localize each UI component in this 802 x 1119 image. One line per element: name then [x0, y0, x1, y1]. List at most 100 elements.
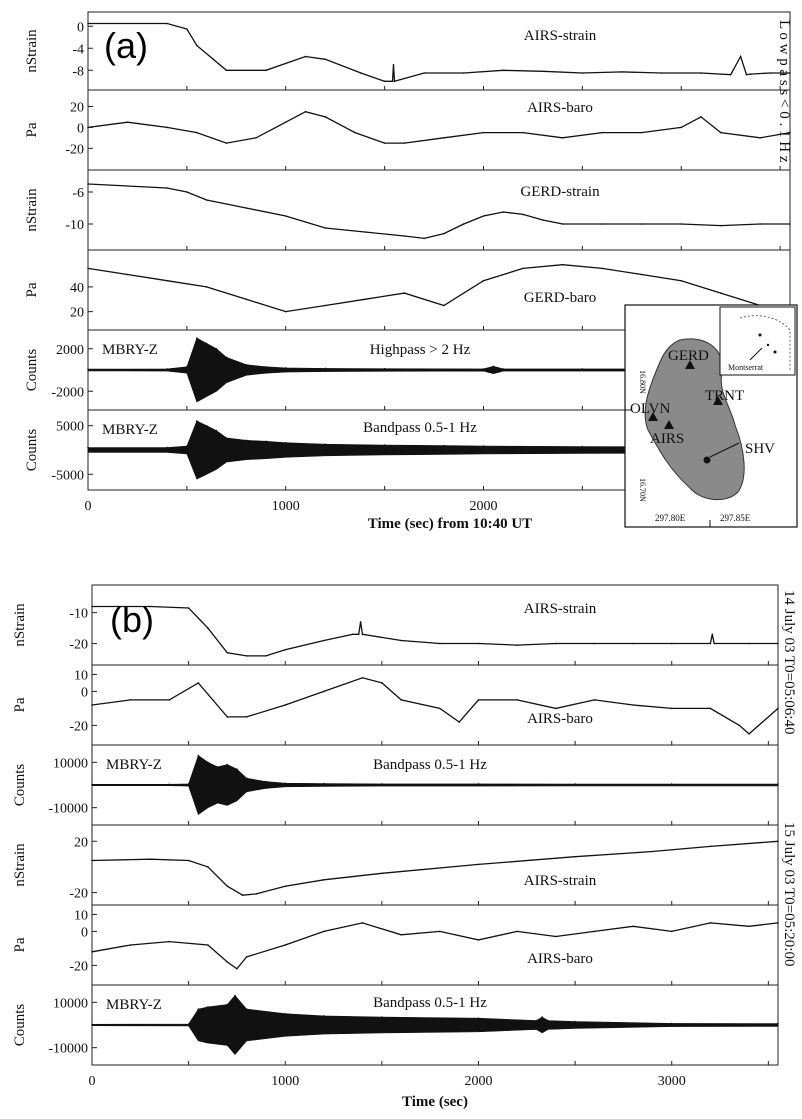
locator-island: [758, 333, 762, 337]
data-point: [749, 73, 752, 75]
data-point: [709, 642, 712, 645]
data-point: [632, 642, 634, 645]
data-point: [640, 223, 643, 225]
data-point: [186, 366, 188, 368]
trace-frame: [91, 664, 779, 746]
data-point: [477, 863, 480, 866]
map-inset: Montserrat 16.80N 16.70N 297.80E 297.85E GERD…: [624, 304, 798, 528]
data-point: [226, 763, 229, 766]
data-point: [187, 1023, 190, 1025]
data-point: [245, 1008, 248, 1010]
data-point: [748, 925, 750, 928]
data-point: [91, 605, 93, 608]
y-tick-label: -10: [69, 607, 88, 622]
data-point: [323, 930, 325, 933]
data-point: [255, 893, 258, 895]
trace-title: AIRS-baro: [527, 711, 593, 727]
station-label-trnt: TRNT: [705, 388, 744, 404]
data-point: [361, 922, 364, 924]
data-point: [168, 783, 171, 786]
data-point: [241, 894, 244, 896]
trace-frame: [91, 824, 779, 906]
y-tick-label: 5000: [56, 420, 84, 435]
data-point: [226, 652, 229, 654]
data-point: [361, 633, 364, 636]
station-label: MBRY-Z: [106, 757, 162, 773]
data-point: [745, 73, 748, 76]
data-point: [207, 866, 209, 868]
data-point: [205, 286, 208, 288]
data-point: [196, 420, 198, 422]
data-point: [680, 126, 682, 129]
data-point: [323, 690, 325, 693]
trace-title: AIRS-strain: [524, 601, 597, 617]
data-point: [439, 642, 441, 645]
data-point: [670, 1022, 673, 1025]
data-point: [166, 279, 168, 282]
data-point: [700, 72, 702, 74]
data-point: [166, 187, 168, 189]
data-point: [187, 607, 190, 609]
lat-label: 16.70N: [638, 478, 647, 502]
data-point: [516, 930, 518, 933]
data-point: [284, 310, 287, 313]
panel-letter-b: (b): [110, 599, 154, 640]
data-point: [632, 925, 634, 928]
x-tick-label: 1000: [271, 1074, 299, 1089]
data-point: [324, 116, 327, 118]
data-point: [186, 191, 188, 193]
data-point: [443, 444, 445, 447]
trace-title: GERD-baro: [524, 290, 596, 306]
vent-marker-shv: [703, 456, 711, 464]
data-point: [403, 235, 406, 237]
station-label: MBRY-Z: [102, 422, 158, 438]
data-point: [670, 783, 673, 785]
data-point: [245, 956, 248, 958]
trace-title: Bandpass 0.5-1 Hz: [373, 757, 487, 773]
y-axis-label: nStrain: [12, 843, 28, 887]
data-point: [581, 445, 584, 448]
data-point: [423, 72, 426, 74]
data-point: [245, 777, 248, 779]
trace-panel-gerd-baro: 40 20 Pa GERD-baro: [24, 249, 791, 331]
data-point: [393, 80, 396, 83]
x-axis-label: Time (sec) from 10:40 UT: [368, 516, 532, 532]
trace-panel-airs-baro: 10 0 -20 Pa AIRS-baro: [12, 904, 779, 986]
locator-island: [766, 343, 770, 347]
y-axis-label: nStrain: [24, 188, 40, 232]
data-point: [443, 232, 445, 235]
station-label-airs: AIRS: [650, 431, 684, 447]
data-point: [284, 121, 287, 123]
data-point: [709, 922, 712, 924]
locator-frame: [719, 306, 796, 376]
y-axis-label: Pa: [12, 937, 28, 952]
y-tick-label: -20: [65, 142, 84, 157]
data-point: [561, 137, 564, 139]
data-point: [522, 131, 524, 134]
data-point: [354, 131, 356, 134]
data-point: [196, 337, 198, 339]
data-point: [720, 224, 722, 227]
trace-panel-airs-baro: 10 0 -20 Pa AIRS-baro: [12, 664, 779, 746]
data-point: [777, 922, 779, 924]
data-point: [640, 131, 643, 134]
data-point: [359, 621, 362, 623]
data-point: [304, 55, 307, 58]
data-point: [477, 642, 480, 645]
locator-coast: [739, 315, 791, 372]
y-tick-label: -20: [69, 719, 88, 734]
data-point: [245, 207, 247, 209]
y-tick-label: -20: [69, 887, 88, 902]
data-point: [400, 639, 403, 642]
data-point: [640, 273, 643, 276]
data-point: [574, 855, 576, 858]
data-point: [738, 724, 741, 727]
data-point: [458, 721, 461, 723]
data-point: [225, 69, 228, 72]
data-point: [324, 304, 327, 307]
data-point: [87, 446, 89, 449]
data-point: [383, 80, 386, 83]
data-point: [245, 655, 248, 657]
y-tick-label: 20: [74, 835, 88, 850]
data-point: [381, 1016, 383, 1018]
